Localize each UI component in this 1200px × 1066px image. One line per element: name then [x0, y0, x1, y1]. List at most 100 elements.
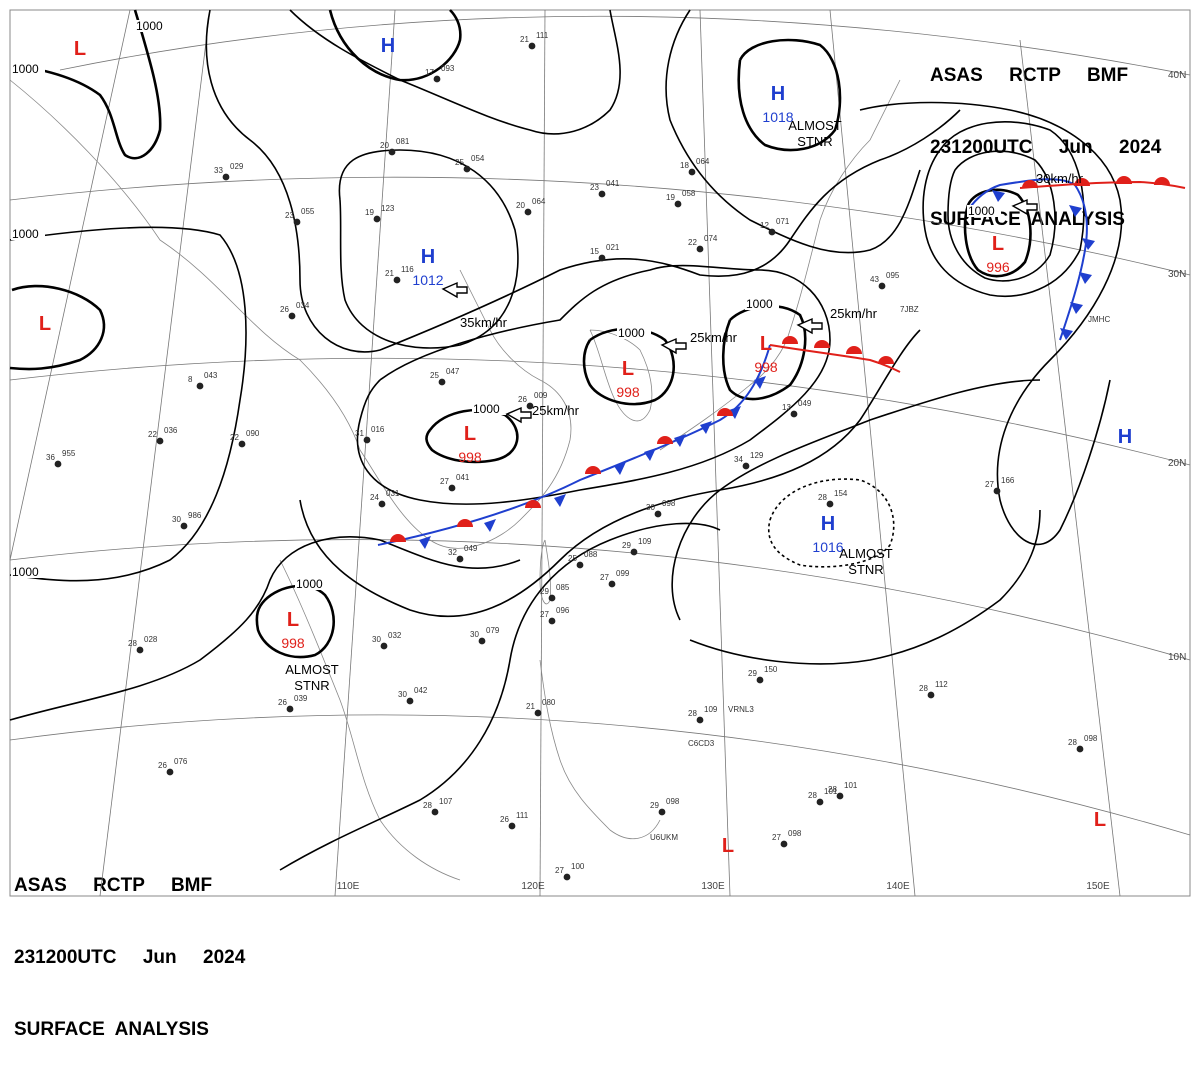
station-plot: 33 029 — [214, 162, 244, 181]
isobar — [922, 121, 1085, 297]
station-plot: 28 109 — [688, 705, 718, 724]
station-temperature: 15 — [590, 247, 599, 256]
warm-front-semicircle — [1074, 178, 1090, 186]
cold-front-triangle — [1079, 272, 1092, 284]
station-pressure: 064 — [696, 157, 710, 166]
warm-front-semicircle — [1154, 177, 1170, 185]
station-pressure: 107 — [439, 797, 453, 806]
station-temperature: 30 — [172, 515, 181, 524]
pressure-center-value: 1016 — [812, 539, 843, 555]
isobar — [299, 329, 921, 618]
parallel-line — [59, 15, 1191, 76]
station-pressure: 021 — [606, 243, 620, 252]
isobar-1000 — [9, 284, 106, 371]
station-pressure: 088 — [584, 550, 598, 559]
surface-analysis-map: 21 111 17 093 20 081 25 054 23 055 19 123 21 116 26 034… — [9, 9, 1191, 897]
parallel-line — [9, 714, 1191, 836]
station-pressure: 101 — [844, 781, 858, 790]
station-pressure: 099 — [616, 569, 630, 578]
isobar — [737, 38, 842, 152]
station-temperature: 33 — [214, 166, 223, 175]
coastline-southeast-asia — [279, 559, 461, 881]
station-temperature: 29 — [650, 801, 659, 810]
map-labels: 110E 120E 130E 140E 150E40N30N20N10N10001000… — [11, 19, 1186, 892]
isobar — [671, 379, 1041, 621]
station-plot: 22 090 — [230, 429, 260, 448]
front-symbols — [390, 176, 1170, 549]
station-circle — [674, 200, 682, 208]
warm-front-semicircle — [878, 356, 894, 364]
parallel-line — [9, 539, 1191, 661]
station-temperature: 27 — [540, 610, 549, 619]
station-circle — [438, 378, 446, 386]
station-plot: 23 041 — [590, 179, 620, 198]
station-temperature: 22 — [230, 433, 239, 442]
pressure-center-value: 996 — [986, 259, 1010, 275]
motion-arrow — [660, 337, 687, 355]
station-pressure: 098 — [666, 797, 680, 806]
station-plot: 17 093 — [425, 64, 455, 83]
warm-front-semicircle — [782, 336, 798, 344]
isobar — [328, 9, 462, 82]
station-plot: 21 116 — [385, 265, 414, 284]
station-pressure: 049 — [798, 399, 812, 408]
station-pressure: 098 — [1084, 734, 1098, 743]
station-plot: 27 100 — [555, 862, 585, 881]
station-circle — [630, 548, 638, 556]
station-temperature: 25 — [455, 158, 464, 167]
station-temperature: 26 — [500, 815, 509, 824]
station-circle — [393, 276, 401, 284]
station-plot: 26 009 — [518, 391, 548, 410]
station-circle — [576, 561, 584, 569]
station-temperature: 8 — [188, 375, 193, 384]
high-pressure-center: H — [771, 83, 785, 105]
station-temperature: 26 — [158, 761, 167, 770]
cold-front-triangle — [700, 421, 712, 434]
station-pressure: 093 — [441, 64, 455, 73]
station-plot: 25 088 — [568, 550, 598, 569]
cold-front-triangle — [992, 190, 1005, 202]
low-pressure-center: L — [39, 313, 51, 335]
station-pressure: 112 — [935, 680, 948, 689]
low-pressure-center: L — [464, 423, 476, 445]
station-circle — [826, 500, 834, 508]
station-pressure: 109 — [704, 705, 718, 714]
station-temperature: 23 — [590, 183, 599, 192]
cold-front-triangle — [614, 462, 626, 475]
low-pressure-center: L — [992, 233, 1004, 255]
station-plot: 22 074 — [688, 234, 718, 253]
station-temperature: 28 — [128, 639, 137, 648]
station-pressure: 039 — [294, 694, 308, 703]
longitude-label: 130E — [701, 881, 725, 892]
station-plot: 19 058 — [666, 189, 696, 208]
coastline-philippines — [539, 659, 661, 839]
station-plot: 13 049 — [782, 399, 812, 418]
station-plot: 26 039 — [278, 694, 308, 713]
station-plot: 27 166 — [985, 476, 1015, 495]
station-temperature: 28 — [1068, 738, 1077, 747]
header-line-source: ASAS RCTP BMF — [930, 65, 1129, 86]
warm-front-semicircle — [390, 534, 406, 542]
isobar-1000 — [963, 188, 1032, 278]
cold-front-triangle — [554, 494, 566, 507]
high-pressure-center: H — [1118, 426, 1132, 448]
station-plot: 27 096 — [540, 606, 570, 625]
station-plot: 43 095 — [870, 271, 900, 290]
isobar-value-label: 1000 — [12, 565, 39, 579]
station-temperature: 20 — [516, 201, 525, 210]
motion-speed-label: 25km/hr — [532, 403, 580, 418]
longitude-label: 140E — [886, 881, 910, 892]
cold-front-triangle — [754, 376, 766, 389]
station-pressure: 074 — [704, 234, 718, 243]
station-circle — [456, 555, 464, 563]
station-circle — [448, 484, 456, 492]
station-circle — [696, 245, 704, 253]
isobar — [947, 150, 1056, 282]
isobars — [9, 9, 1123, 871]
station-circle — [790, 410, 798, 418]
station-pressure: 955 — [62, 449, 76, 458]
warm-front-semicircle — [657, 436, 673, 444]
station-plot: 29 085 — [540, 583, 570, 602]
station-plot: 30 079 — [470, 626, 500, 645]
station-temperature: 26 — [280, 305, 289, 314]
